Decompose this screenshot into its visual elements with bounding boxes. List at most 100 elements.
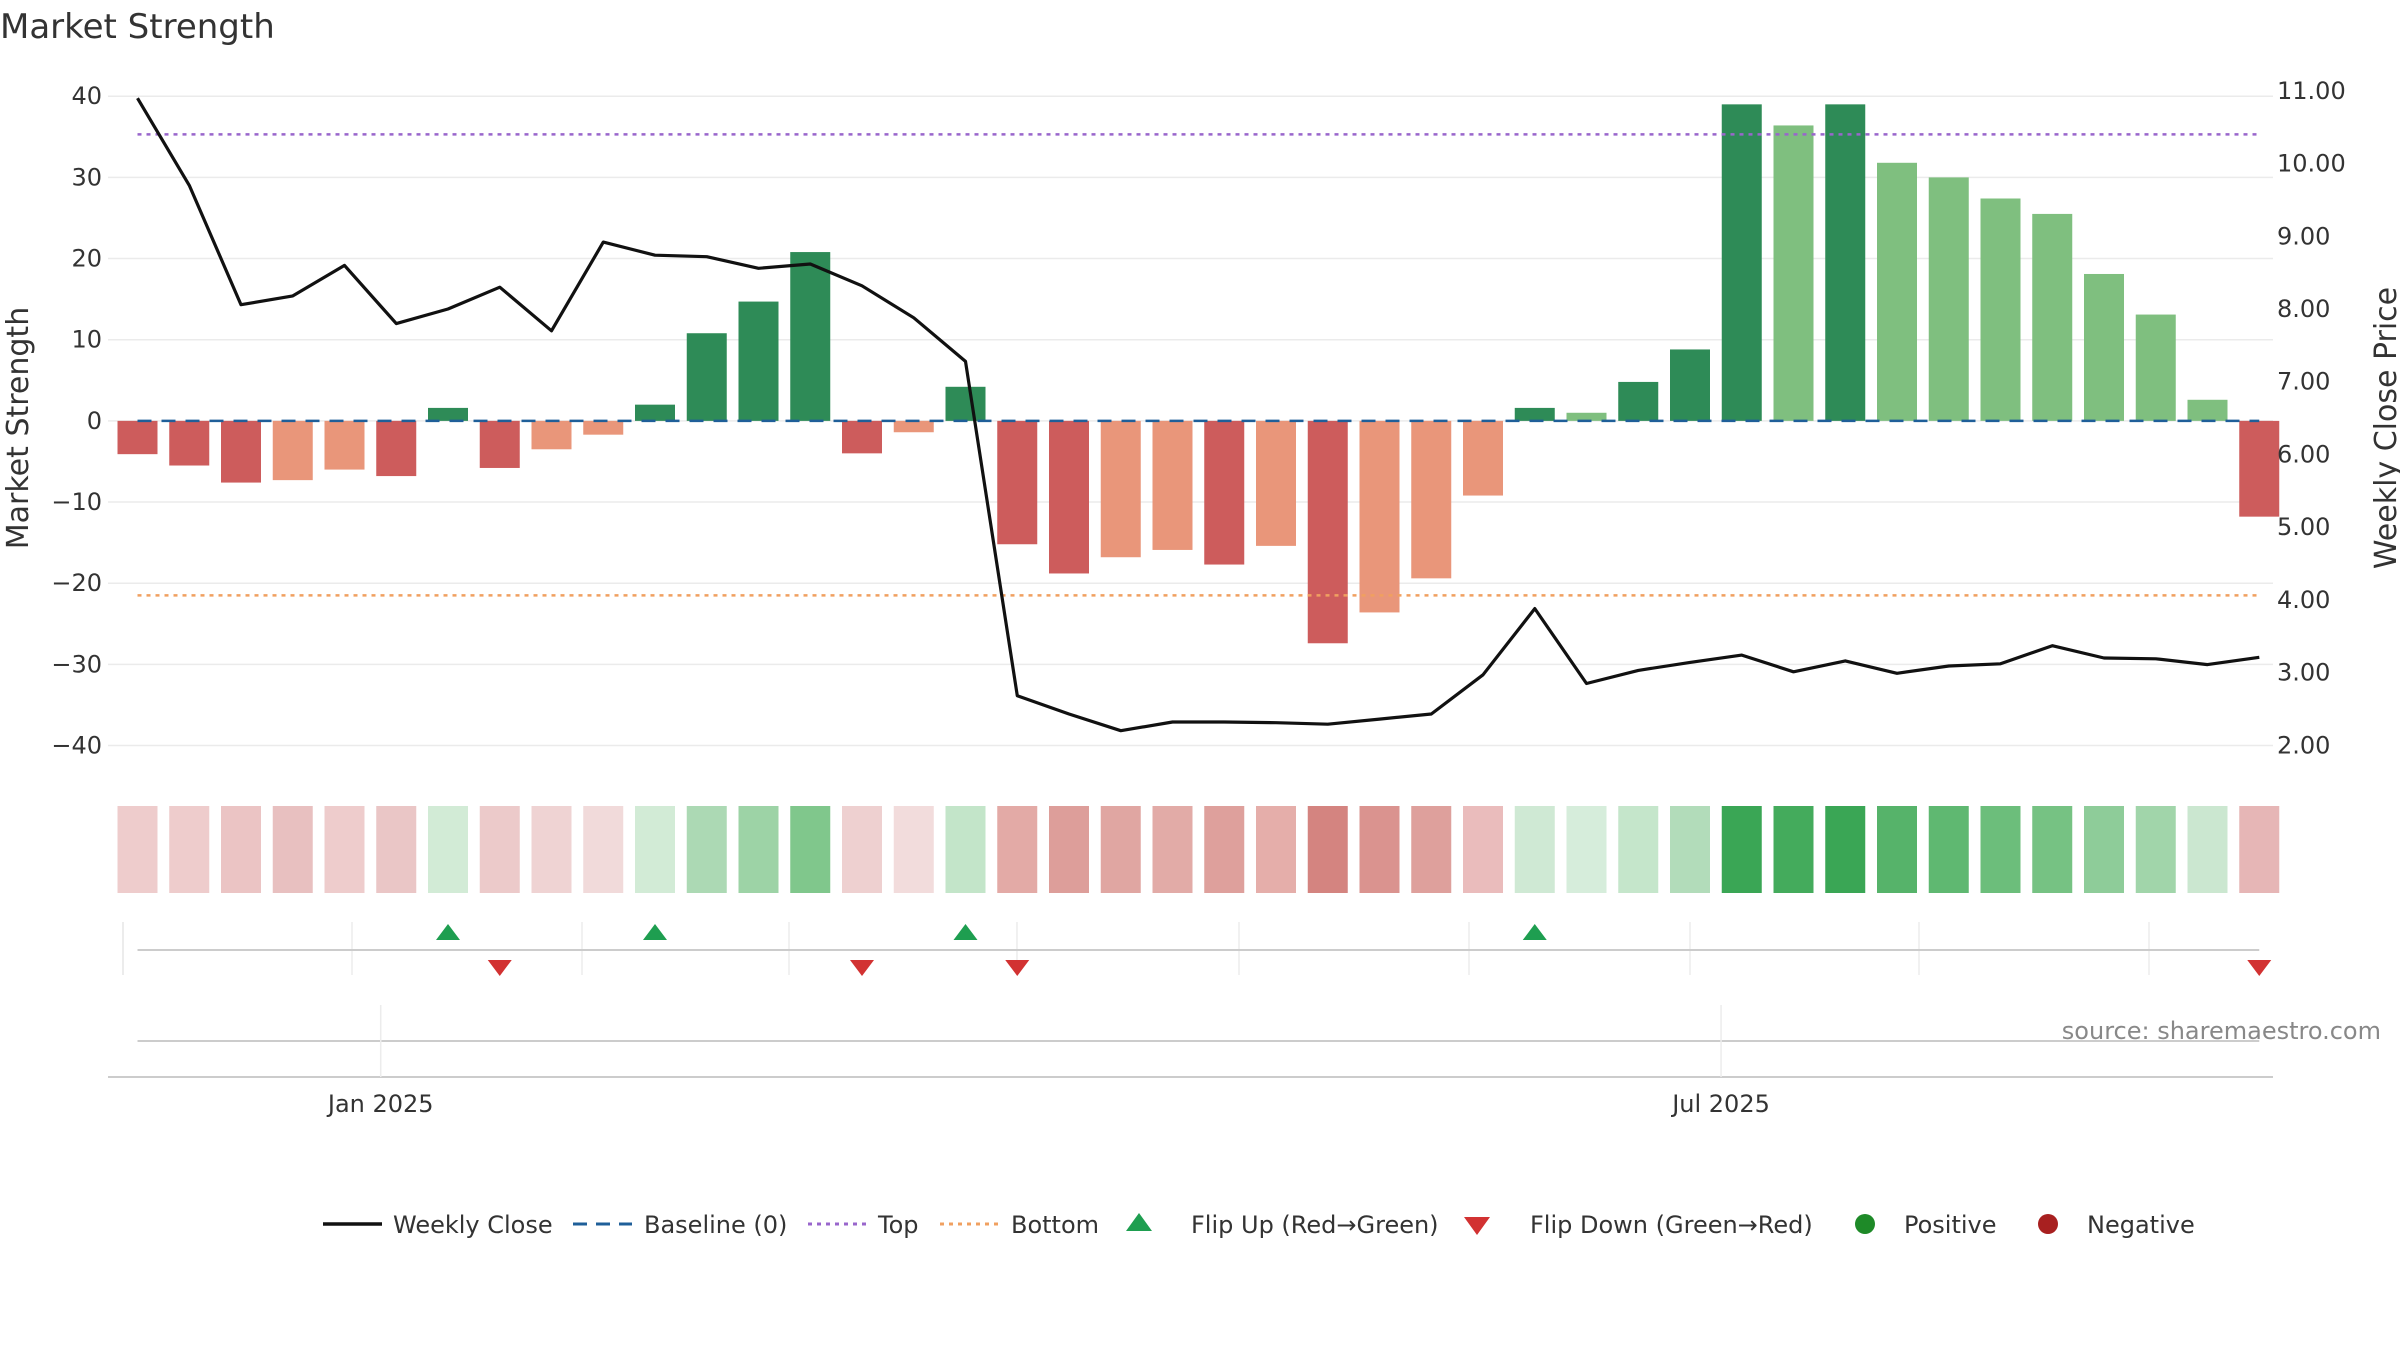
- strength-bar: [1566, 412, 1607, 421]
- strength-bar: [1670, 349, 1710, 421]
- legend-weekly-close-label: Weekly Close: [393, 1211, 553, 1239]
- strength-bar: [1928, 177, 1969, 421]
- heat-cell: [324, 806, 365, 893]
- heat-cell: [117, 806, 158, 893]
- strength-bar: [2187, 399, 2228, 421]
- heat-cell: [1514, 806, 1555, 893]
- legend-top-label: Top: [877, 1211, 919, 1239]
- strength-bar: [842, 420, 882, 454]
- strength-bar: [1307, 420, 1348, 644]
- legend-positive-label: Positive: [1904, 1211, 1997, 1239]
- y2-tick-label: 5.00: [2277, 513, 2330, 541]
- y-tick-label: −40: [51, 732, 102, 760]
- strength-bar: [1049, 420, 1089, 574]
- heat-cell: [893, 806, 934, 893]
- strength-bar: [1359, 420, 1400, 613]
- strength-bar: [376, 420, 417, 477]
- y-tick-label: −30: [51, 650, 102, 678]
- flip-markers-panel: [122, 922, 2272, 976]
- heat-cell: [1049, 806, 1089, 893]
- heat-cell: [1721, 806, 1762, 893]
- heat-cell: [221, 806, 261, 893]
- legend-positive-marker: [1855, 1214, 1875, 1234]
- y-tick-label: 0: [87, 407, 102, 435]
- y2-tick-label: 10.00: [2277, 150, 2346, 178]
- strength-bar: [1877, 162, 1917, 421]
- heat-cell: [997, 806, 1038, 893]
- y-tick-label: 40: [71, 82, 102, 110]
- heat-cell: [1566, 806, 1607, 893]
- strength-bar: [479, 420, 520, 468]
- flip-up-marker: [643, 924, 667, 940]
- y-tick-label: 20: [71, 245, 102, 273]
- heat-cell: [479, 806, 520, 893]
- strength-bar: [583, 420, 624, 435]
- reference-lines: [137, 133, 2260, 597]
- heat-cell: [1877, 806, 1917, 893]
- strength-bars: [117, 104, 2280, 644]
- strength-bar: [1618, 381, 1659, 421]
- y2-tick-label: 6.00: [2277, 440, 2330, 468]
- strength-bar: [2032, 213, 2073, 421]
- time-axis-panel: Jan 2025 Jul 2025: [108, 1005, 2273, 1118]
- strength-bar: [2135, 314, 2176, 421]
- heat-cell: [1152, 806, 1193, 893]
- legend-negative-marker: [2038, 1214, 2058, 1234]
- heat-cell: [2135, 806, 2176, 893]
- left-axis-ticks: −40 −30 −20 −10 0 10 20 30 40: [51, 82, 102, 759]
- legend: Weekly Close Baseline (0) Top Bottom Fli…: [323, 1211, 2195, 1239]
- strength-bar: [997, 420, 1038, 545]
- strength-bar: [893, 420, 934, 433]
- flip-down-marker: [850, 960, 874, 976]
- strength-bar: [1463, 420, 1503, 496]
- heat-cell: [1307, 806, 1348, 893]
- strength-bar: [1100, 420, 1141, 558]
- legend-flip-down-marker: [1464, 1217, 1490, 1235]
- strength-bar: [221, 420, 261, 483]
- y2-tick-label: 9.00: [2277, 222, 2330, 250]
- heat-cell: [635, 806, 675, 893]
- strength-bar: [1514, 407, 1555, 421]
- strength-bar: [2239, 420, 2280, 517]
- heat-cell: [1928, 806, 1969, 893]
- heat-cell: [1825, 806, 1866, 893]
- heat-cell: [169, 806, 210, 893]
- heat-cell: [1463, 806, 1503, 893]
- y2-tick-label: 3.00: [2277, 659, 2330, 687]
- y2-tick-label: 2.00: [2277, 731, 2330, 759]
- heat-cell: [583, 806, 624, 893]
- heat-cell: [945, 806, 986, 893]
- strength-bar: [1721, 104, 1762, 421]
- weekly-close-line: [136, 97, 2260, 733]
- strength-bar: [1825, 104, 1866, 421]
- legend-bottom-label: Bottom: [1011, 1211, 1099, 1239]
- flip-up-marker: [1522, 924, 1547, 940]
- heat-cell: [2239, 806, 2280, 893]
- heat-cell: [1411, 806, 1452, 893]
- legend-flip-down-label: Flip Down (Green→Red): [1530, 1211, 1813, 1239]
- strength-bar: [790, 252, 831, 421]
- strength-bar: [1980, 198, 2021, 421]
- y-tick-label: −20: [51, 569, 102, 597]
- strength-bar: [272, 420, 313, 481]
- legend-flip-up-label: Flip Up (Red→Green): [1191, 1211, 1439, 1239]
- heat-cell: [1980, 806, 2021, 893]
- strength-bar: [686, 333, 727, 421]
- heat-cell: [2187, 806, 2228, 893]
- flip-up-marker: [436, 924, 460, 940]
- y2-tick-label: 8.00: [2277, 295, 2330, 323]
- heat-cell: [376, 806, 417, 893]
- heat-cell: [272, 806, 313, 893]
- heat-cell: [842, 806, 882, 893]
- heat-cell: [428, 806, 468, 893]
- strength-bar: [117, 420, 158, 455]
- strength-bar: [945, 386, 986, 421]
- heat-cell: [738, 806, 779, 893]
- y2-tick-label: 11.00: [2277, 77, 2346, 105]
- strength-bar: [635, 404, 675, 421]
- strength-bar: [738, 301, 779, 421]
- source-credit: source: sharemaestro.com: [2062, 1017, 2381, 1045]
- heat-cell: [1773, 806, 1814, 893]
- x-tick-label: Jan 2025: [326, 1090, 434, 1118]
- legend-baseline-label: Baseline (0): [644, 1211, 787, 1239]
